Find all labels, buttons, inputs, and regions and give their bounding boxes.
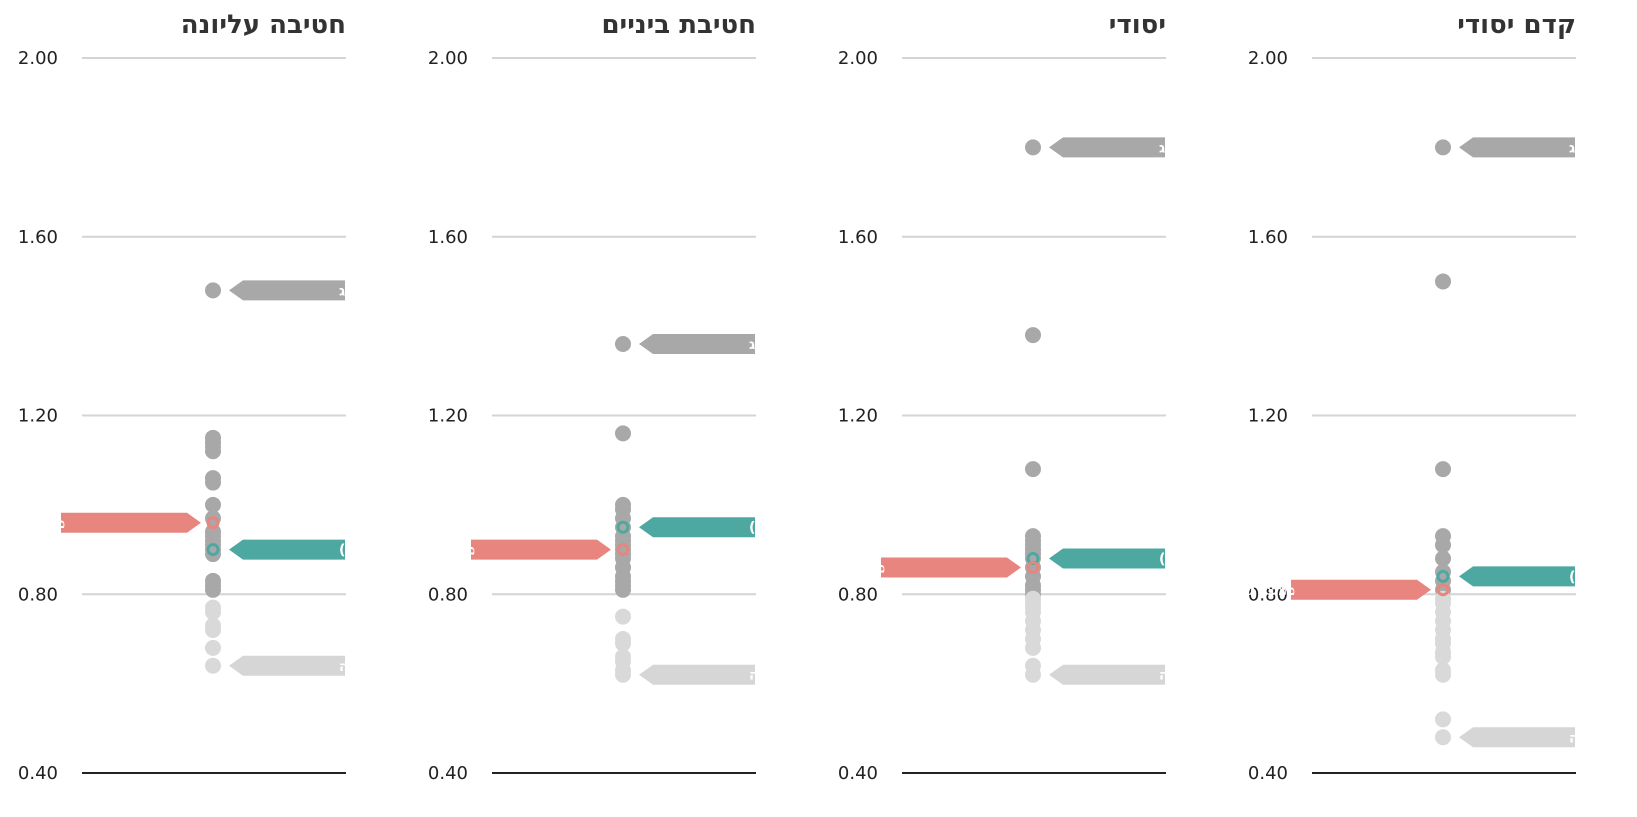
country-dot xyxy=(205,604,221,621)
country-dot xyxy=(1435,711,1451,728)
panel-2: חטיבת ביניים 2.00 1.60 1.20 0.80 0.40 לוקסמבור… xyxy=(389,10,821,784)
y-tick-label: 1.20 xyxy=(428,406,468,427)
country-dot xyxy=(205,282,221,299)
oecd-tag xyxy=(471,539,611,560)
israel-tag xyxy=(229,539,345,560)
oecd-label: ממוצע OECD xyxy=(799,560,885,576)
oecd-label: ממוצע OECD xyxy=(389,543,475,559)
y-tick-label: 1.60 xyxy=(18,227,58,248)
top-country-label: לוקסמבורג xyxy=(749,337,820,353)
oecd-marker xyxy=(1026,560,1040,574)
top-country-label: לוקסמבורג xyxy=(1569,140,1637,156)
country-dot xyxy=(1435,729,1451,746)
israel-tag xyxy=(1049,548,1165,569)
y-tick-label: 1.60 xyxy=(838,227,878,248)
country-dot xyxy=(205,639,221,656)
bottom-country-label: צ׳כיה xyxy=(1159,668,1196,684)
y-tick-label: 2.00 xyxy=(1248,48,1288,69)
israel-label: ישראל (20) xyxy=(339,543,418,559)
israel-tag xyxy=(639,517,755,538)
panel-title: חטיבת ביניים xyxy=(601,10,756,40)
bottom-country-tag xyxy=(639,664,755,685)
panel-title: קדם יסודי xyxy=(1457,10,1576,40)
top-country-label: לוקסמבורג xyxy=(1159,140,1230,156)
country-dot xyxy=(1025,666,1041,683)
panel-title: יסודי xyxy=(1109,10,1166,40)
bottom-country-tag xyxy=(1459,727,1575,748)
country-dot xyxy=(205,496,221,513)
country-dot xyxy=(205,443,221,460)
y-tick-label: 1.60 xyxy=(1248,227,1288,248)
country-dot xyxy=(1025,461,1041,478)
oecd-marker xyxy=(616,543,630,557)
israel-tag xyxy=(1459,566,1575,587)
top-country-tag xyxy=(1459,137,1575,158)
country-dot xyxy=(615,608,631,625)
y-tick-label: 0.80 xyxy=(18,584,58,605)
country-dot xyxy=(1435,666,1451,683)
country-dot xyxy=(1435,461,1451,478)
country-dot xyxy=(1435,273,1451,290)
y-tick-label: 1.20 xyxy=(1248,406,1288,427)
top-country-tag xyxy=(639,334,755,354)
israel-label: ישראל (7) xyxy=(1569,569,1637,585)
panel-title: חטיבה עליונה xyxy=(181,10,346,40)
israel-marker xyxy=(206,543,220,557)
top-country-tag xyxy=(1049,137,1165,158)
country-dot xyxy=(205,657,221,674)
y-tick-label: 2.00 xyxy=(428,48,468,69)
country-dot xyxy=(1025,139,1041,156)
bottom-country-label: צ׳כיה xyxy=(339,659,376,675)
country-dot xyxy=(1435,648,1451,665)
panel-3: יסודי 2.00 1.60 1.20 0.80 0.40 לוקסמבורג צ׳כיה י… xyxy=(799,10,1231,784)
israel-marker xyxy=(1436,569,1450,583)
country-dot xyxy=(1435,139,1451,156)
y-tick-label: 0.80 xyxy=(838,584,878,605)
israel-label: ישראל (7) xyxy=(749,520,818,536)
country-dot xyxy=(1025,327,1041,344)
country-dot xyxy=(205,474,221,491)
country-dot xyxy=(615,336,631,352)
panel-1: חטיבה עליונה 2.00 1.60 1.20 0.80 0.40 לוקסמבור… xyxy=(0,10,418,784)
country-dot xyxy=(205,622,221,638)
country-dot xyxy=(1435,550,1451,567)
y-tick-label: 0.80 xyxy=(1248,584,1288,605)
country-dot xyxy=(615,581,631,598)
oecd-marker xyxy=(206,516,220,530)
country-dot xyxy=(615,635,631,652)
panel-4: קדם יסודי 2.00 1.60 1.20 0.80 0.40 לוקסמבורג סל… xyxy=(1209,10,1637,784)
oecd-tag xyxy=(1291,579,1431,600)
oecd-tag xyxy=(881,557,1021,578)
oecd-label: ממוצע OECD xyxy=(0,516,65,532)
oecd-tag xyxy=(61,512,201,533)
y-tick-label: 2.00 xyxy=(18,48,58,69)
bottom-country-tag xyxy=(229,655,345,676)
y-tick-label: 0.40 xyxy=(838,763,878,784)
top-country-label: לוקסמבורג xyxy=(339,283,410,299)
top-country-tag xyxy=(229,280,345,301)
bottom-country-tag xyxy=(1049,664,1165,685)
country-dot xyxy=(615,425,631,442)
oecd-marker xyxy=(1436,583,1450,597)
country-dot xyxy=(205,581,221,598)
y-tick-label: 1.20 xyxy=(18,406,58,427)
israel-label: ישראל (9) xyxy=(1159,552,1228,568)
country-dot xyxy=(1435,537,1451,554)
bottom-country-label: צ׳כיה xyxy=(749,668,786,684)
y-tick-label: 0.40 xyxy=(1248,763,1288,784)
y-tick-label: 1.20 xyxy=(838,406,878,427)
y-tick-label: 0.40 xyxy=(18,763,58,784)
oecd-label: ממוצע OECD xyxy=(1209,583,1295,599)
country-dot xyxy=(1025,639,1041,656)
y-tick-label: 2.00 xyxy=(838,48,878,69)
bottom-country-label: סלובקיה xyxy=(1569,730,1624,746)
israel-marker xyxy=(616,520,630,534)
y-tick-label: 1.60 xyxy=(428,227,468,248)
country-dot xyxy=(615,666,631,683)
y-tick-label: 0.40 xyxy=(428,763,468,784)
y-tick-label: 0.80 xyxy=(428,584,468,605)
